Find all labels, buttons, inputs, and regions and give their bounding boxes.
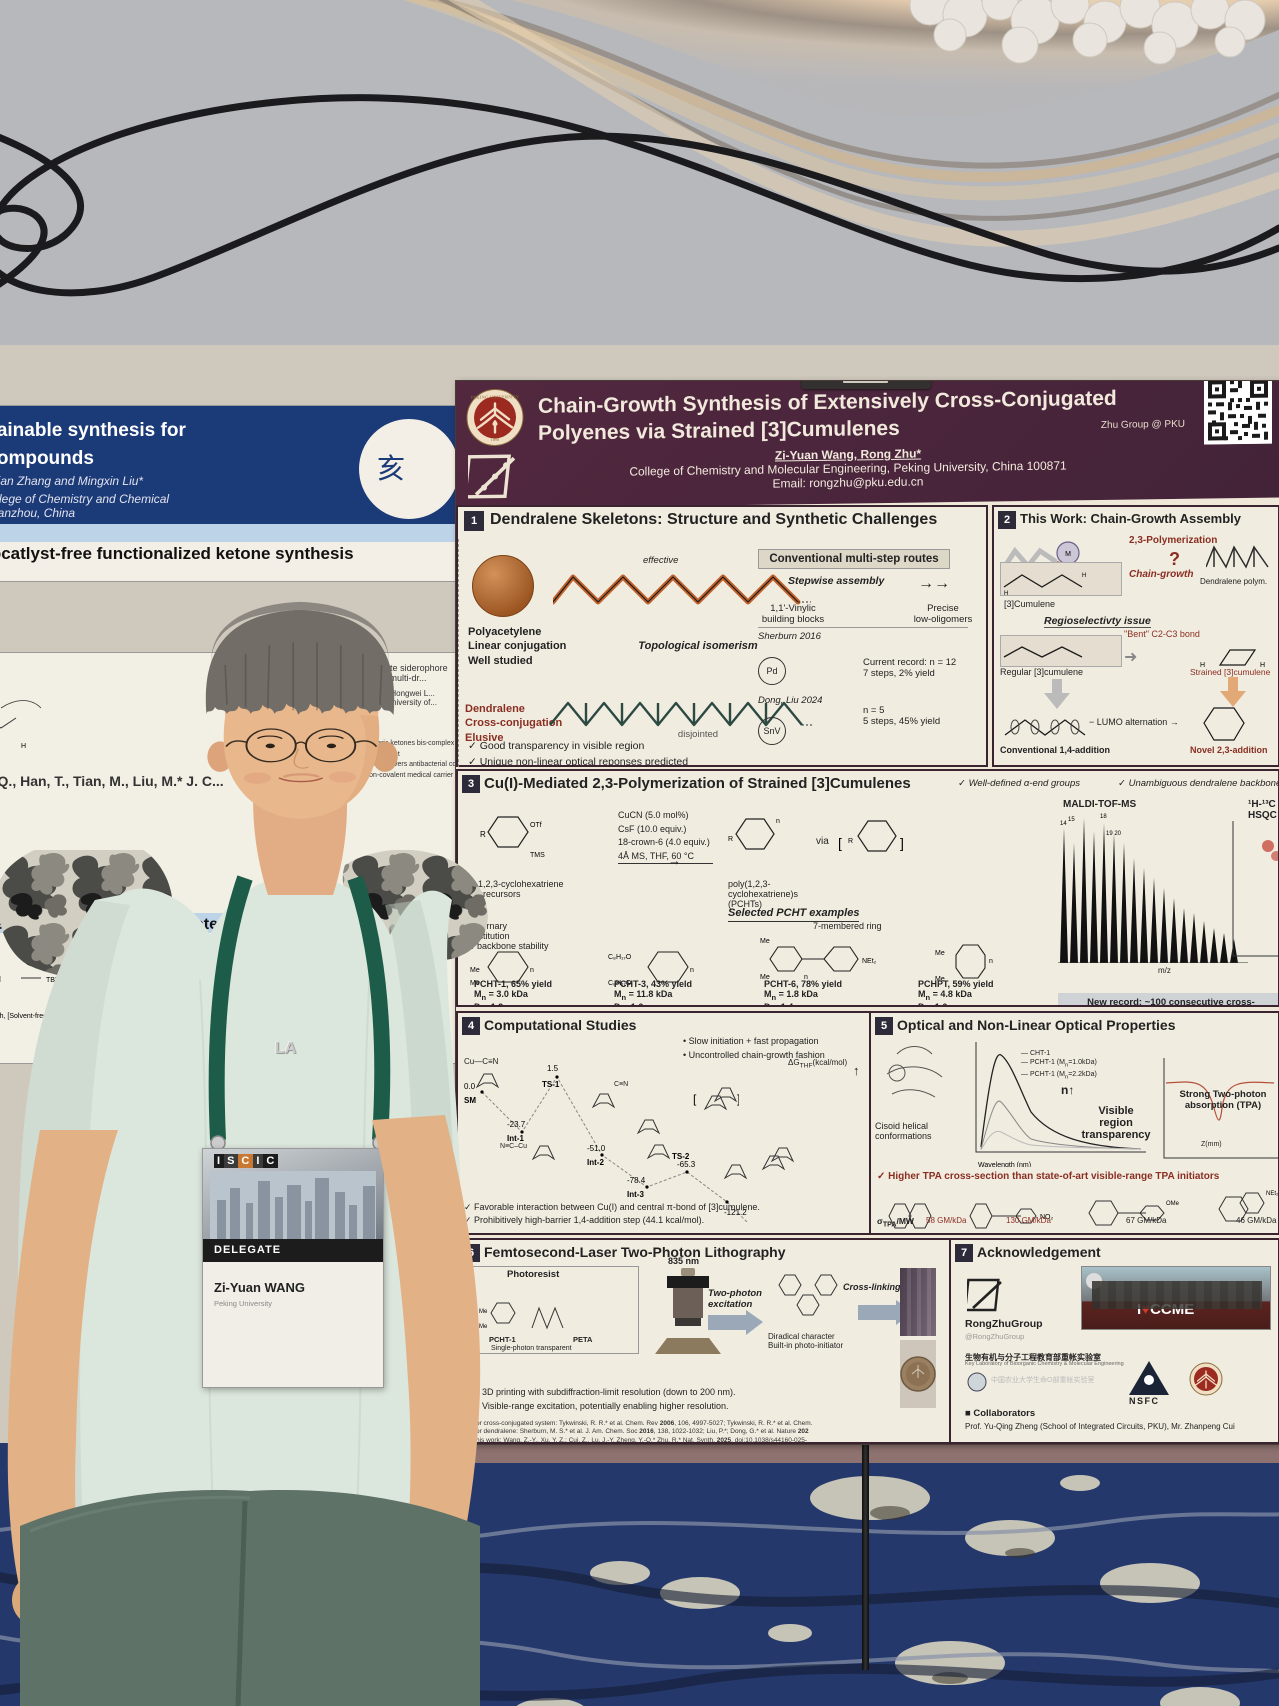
svg-text:21 22 23: 21 22 23	[1126, 813, 1150, 815]
svg-text:M: M	[1065, 551, 1071, 558]
svg-text:R: R	[848, 838, 853, 845]
svg-text:OMe: OMe	[1166, 1201, 1180, 1207]
svg-text:H: H	[1004, 591, 1008, 595]
svg-text:15: 15	[1068, 817, 1075, 823]
svg-text:19 20: 19 20	[1106, 831, 1122, 837]
svg-text:14: 14	[1060, 821, 1067, 827]
svg-text:H: H	[1082, 573, 1086, 579]
svg-text:18: 18	[1100, 814, 1107, 820]
svg-text:NEt₂: NEt₂	[1266, 1191, 1279, 1197]
svg-text:n: n	[989, 958, 993, 965]
svg-text:]: ]	[900, 835, 904, 851]
svg-text:Wavelength (nm): Wavelength (nm)	[978, 1162, 1031, 1167]
svg-text:Me: Me	[935, 950, 945, 957]
svg-text:[: [	[838, 835, 842, 851]
svg-text:NEt₂: NEt₂	[862, 958, 877, 965]
